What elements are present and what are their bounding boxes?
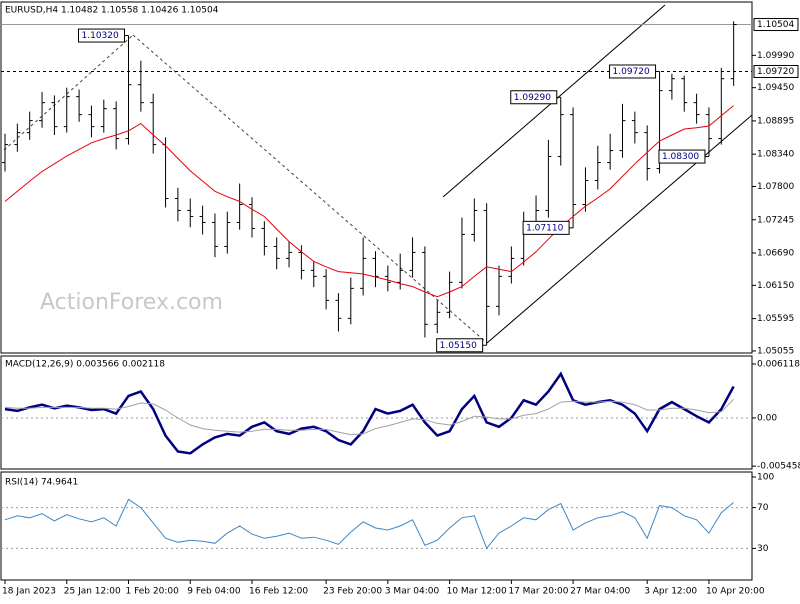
annotation-box: [609, 64, 657, 79]
y-tick-label: 1.08895: [757, 116, 794, 126]
channel-line: [486, 114, 752, 344]
x-tick-label: 10 Mar 12:00: [447, 587, 507, 597]
y-tick-label: 1.07245: [757, 215, 794, 225]
annotation-label: 1.05150: [440, 341, 477, 351]
annotation-box: [78, 28, 125, 43]
x-tick-label: 3 Mar 04:00: [385, 587, 440, 597]
x-tick-label: 10 Apr 20:00: [706, 587, 765, 597]
x-tick-label: 18 Jan 2023: [2, 587, 56, 597]
chart-title: EURUSD,H4 1.10482 1.10558 1.10426 1.1050…: [5, 6, 219, 16]
y-tick-label: 30: [757, 544, 769, 554]
y-tick-label: 1.07800: [757, 182, 794, 192]
moving-average: [4, 105, 734, 298]
x-tick-label: 27 Mar 04:00: [570, 587, 630, 597]
annotation-box: [658, 149, 706, 164]
watermark: ActionForex.com: [40, 290, 223, 315]
price-panel: [0, 1, 753, 354]
x-tick-label: 1 Feb 20:00: [126, 587, 180, 597]
x-tick-label: 25 Jan 12:00: [64, 587, 121, 597]
macd-title: MACD(12,26,9) 0.003566 0.002118: [5, 360, 165, 370]
macd-panel: [0, 355, 753, 470]
y-tick-label: -0.005458: [757, 462, 800, 472]
indicator-line: [4, 398, 734, 436]
annotation-label: 1.09290: [514, 93, 551, 103]
y-tick-label: 1.06150: [757, 281, 794, 291]
price-line-label: 1.09720: [757, 67, 794, 77]
y-tick-label: 1.09450: [757, 83, 794, 93]
y-tick-label: 0.006118: [757, 359, 800, 369]
y-tick-label: 100: [757, 473, 774, 483]
y-tick-label: 1.09990: [757, 51, 794, 61]
annotation-box: [522, 220, 570, 235]
indicator-line: [4, 498, 734, 550]
price-line-box: [753, 18, 799, 32]
y-tick-label: 70: [757, 503, 769, 513]
y-tick-label: 1.06690: [757, 249, 794, 259]
rsi-title: RSI(14) 74.9641: [5, 478, 78, 488]
annotation-label: 1.09720: [613, 67, 650, 77]
annotation-label: 1.08300: [662, 152, 699, 162]
trend-line: [132, 34, 488, 344]
x-tick-label: 23 Feb 20:00: [323, 587, 382, 597]
indicator-line: [4, 371, 735, 455]
y-tick-label: 1.08340: [757, 150, 794, 160]
y-tick-label: 0.00: [757, 413, 777, 423]
annotation-label: 1.10320: [82, 31, 119, 41]
rsi-panel: [0, 471, 753, 581]
annotation-box: [436, 338, 484, 353]
price-line-label: 1.10504: [757, 20, 794, 30]
y-tick-label: 1.05055: [757, 346, 794, 356]
price-line-box: [753, 64, 799, 78]
annotation-label: 1.07110: [526, 223, 563, 233]
trend-line: [3, 34, 134, 151]
x-tick-label: 9 Feb 04:00: [187, 587, 241, 597]
x-tick-label: 16 Feb 12:00: [249, 587, 308, 597]
x-tick-label: 17 Mar 20:00: [508, 587, 568, 597]
y-tick-label: 1.05595: [757, 314, 794, 324]
annotation-box: [510, 90, 558, 105]
x-tick-label: 3 Apr 12:00: [644, 587, 697, 597]
